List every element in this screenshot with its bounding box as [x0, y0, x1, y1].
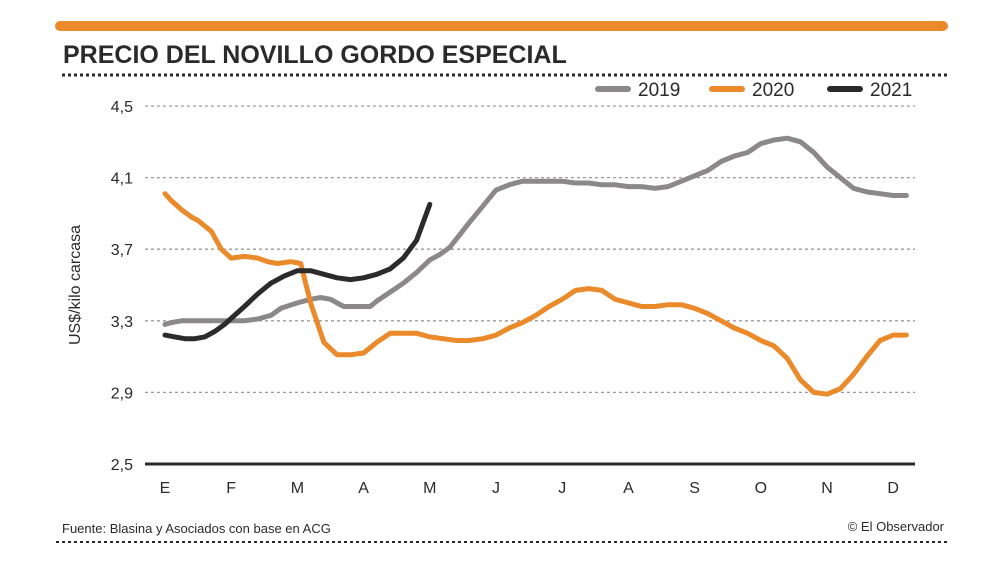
y-tick-label: 2,9: [111, 385, 133, 402]
x-tick-label: A: [358, 480, 369, 497]
x-tick-label: O: [755, 480, 767, 497]
series-line-2020: [162, 191, 909, 397]
credit-note: © El Observador: [848, 519, 945, 534]
top-accent-bar: [55, 21, 948, 31]
x-tick-label: A: [623, 480, 634, 497]
y-tick-label: 4,1: [111, 171, 133, 188]
y-tick-label: 3,3: [111, 314, 133, 331]
x-tick-label: J: [492, 480, 500, 497]
legend-entry: 2019: [595, 80, 680, 101]
legend-label-2020: 2020: [752, 80, 794, 101]
chart-title: PRECIO DEL NOVILLO GORDO ESPECIAL: [63, 41, 567, 69]
x-tick-label: F: [226, 480, 236, 497]
series-lines: [162, 135, 909, 397]
y-tick-label: 4,5: [111, 99, 133, 116]
x-tick-label: E: [160, 480, 171, 497]
y-tick-label: 3,7: [111, 242, 133, 259]
y-axis-ticks: 4,5 4,1 3,7 3,3 2,9 2,5: [111, 99, 133, 474]
y-axis-label: US$/kilo carcasa: [67, 225, 84, 345]
series-line-2021: [162, 201, 433, 342]
legend: 2019 2020 2021: [595, 80, 912, 101]
source-note: Fuente: Blasina y Asociados con base en …: [62, 521, 331, 536]
legend-entry: 2021: [827, 80, 912, 101]
legend-label-2021: 2021: [870, 80, 912, 101]
legend-label-2019: 2019: [638, 80, 680, 101]
gridlines: [145, 105, 915, 394]
x-tick-label: J: [558, 480, 566, 497]
x-tick-label: D: [887, 480, 899, 497]
y-tick-label: 2,5: [111, 457, 133, 474]
x-tick-label: S: [689, 480, 700, 497]
legend-entry: 2020: [709, 80, 794, 101]
x-tick-label: M: [291, 480, 304, 497]
x-tick-label: N: [821, 480, 833, 497]
x-tick-label: M: [423, 480, 436, 497]
series-line-2019: [162, 135, 909, 327]
